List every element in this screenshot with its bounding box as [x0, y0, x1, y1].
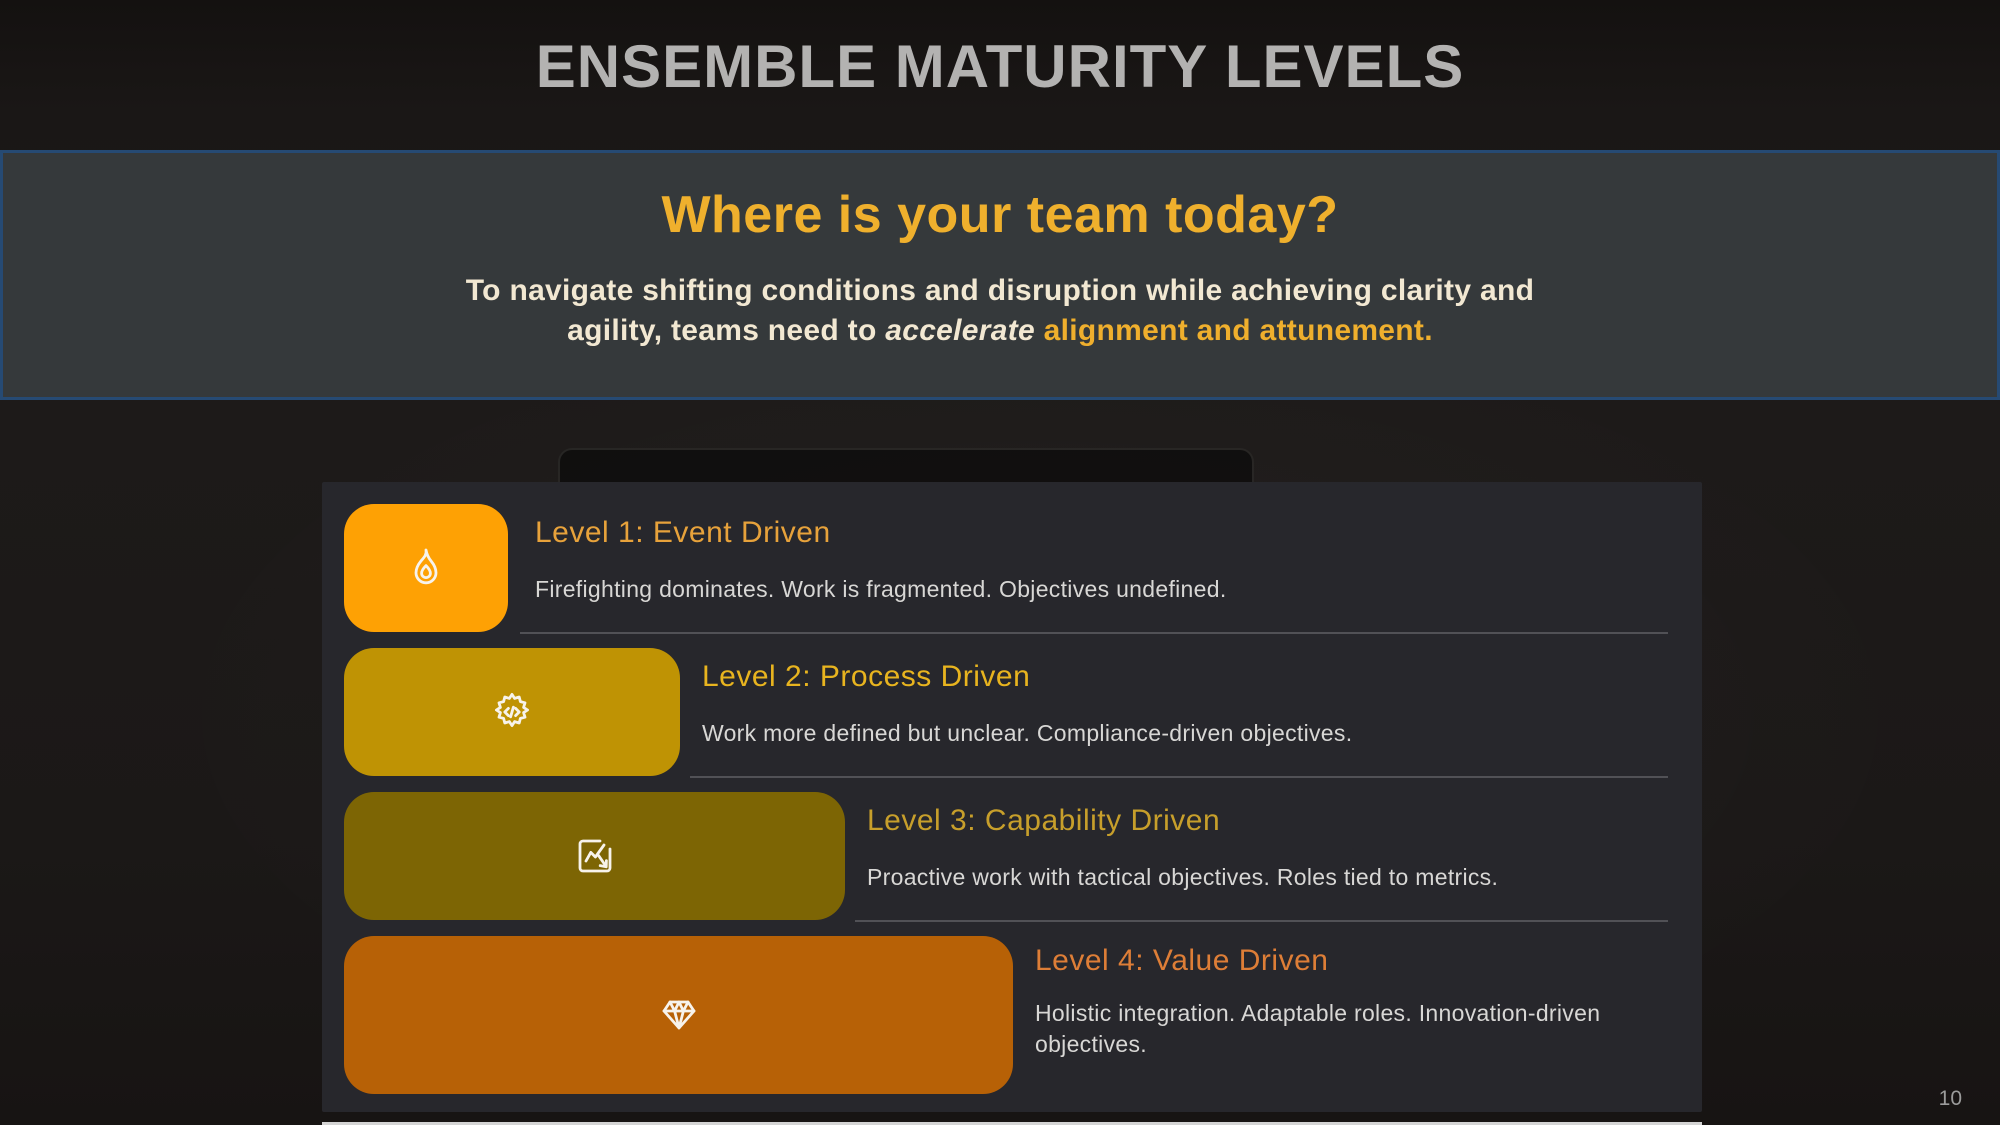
row-divider [520, 632, 1668, 634]
level-2-block [344, 648, 680, 776]
level-2-description: Work more defined but unclear. Complianc… [702, 720, 1353, 746]
row-divider [855, 920, 1668, 922]
level-3-title: Level 3: Capability Driven [867, 804, 1221, 837]
level-1-block [344, 504, 508, 632]
hero-body-prefix: To navigate shifting conditions and disr… [465, 274, 1535, 347]
slide-title: ENSEMBLE MATURITY LEVELS [535, 33, 1465, 100]
hero-heading: Where is your team today? [661, 186, 1339, 244]
gem-icon [662, 1000, 695, 1030]
hero-body-emphasis: accelerate [885, 314, 1036, 347]
next-slide-edge [322, 1122, 1702, 1125]
page-number: 10 [1938, 1087, 1962, 1110]
level-3-description: Proactive work with tactical objectives.… [867, 864, 1499, 890]
hero-body-highlight: alignment and attunement. [1035, 314, 1433, 347]
level-2-title: Level 2: Process Driven [702, 660, 1031, 693]
level-4-block [344, 936, 1013, 1094]
level-1-description: Firefighting dominates. Work is fragment… [535, 576, 1227, 602]
level-4-description: Holistic integration. Adaptable roles. I… [1035, 1000, 1601, 1057]
flame-icon [414, 548, 438, 585]
row-divider [690, 776, 1668, 778]
level-4-title: Level 4: Value Driven [1035, 944, 1329, 977]
gear-code-icon [495, 693, 529, 727]
hero-panel: Where is your team today? To navigate sh… [0, 150, 2000, 400]
maturity-levels-card: Level 1: Event Driven Firefighting domin… [322, 482, 1702, 1112]
hero-body: To navigate shifting conditions and disr… [420, 271, 1580, 351]
level-1-title: Level 1: Event Driven [535, 516, 831, 549]
chart-trend-icon [578, 839, 611, 873]
level-3-block [344, 792, 845, 920]
